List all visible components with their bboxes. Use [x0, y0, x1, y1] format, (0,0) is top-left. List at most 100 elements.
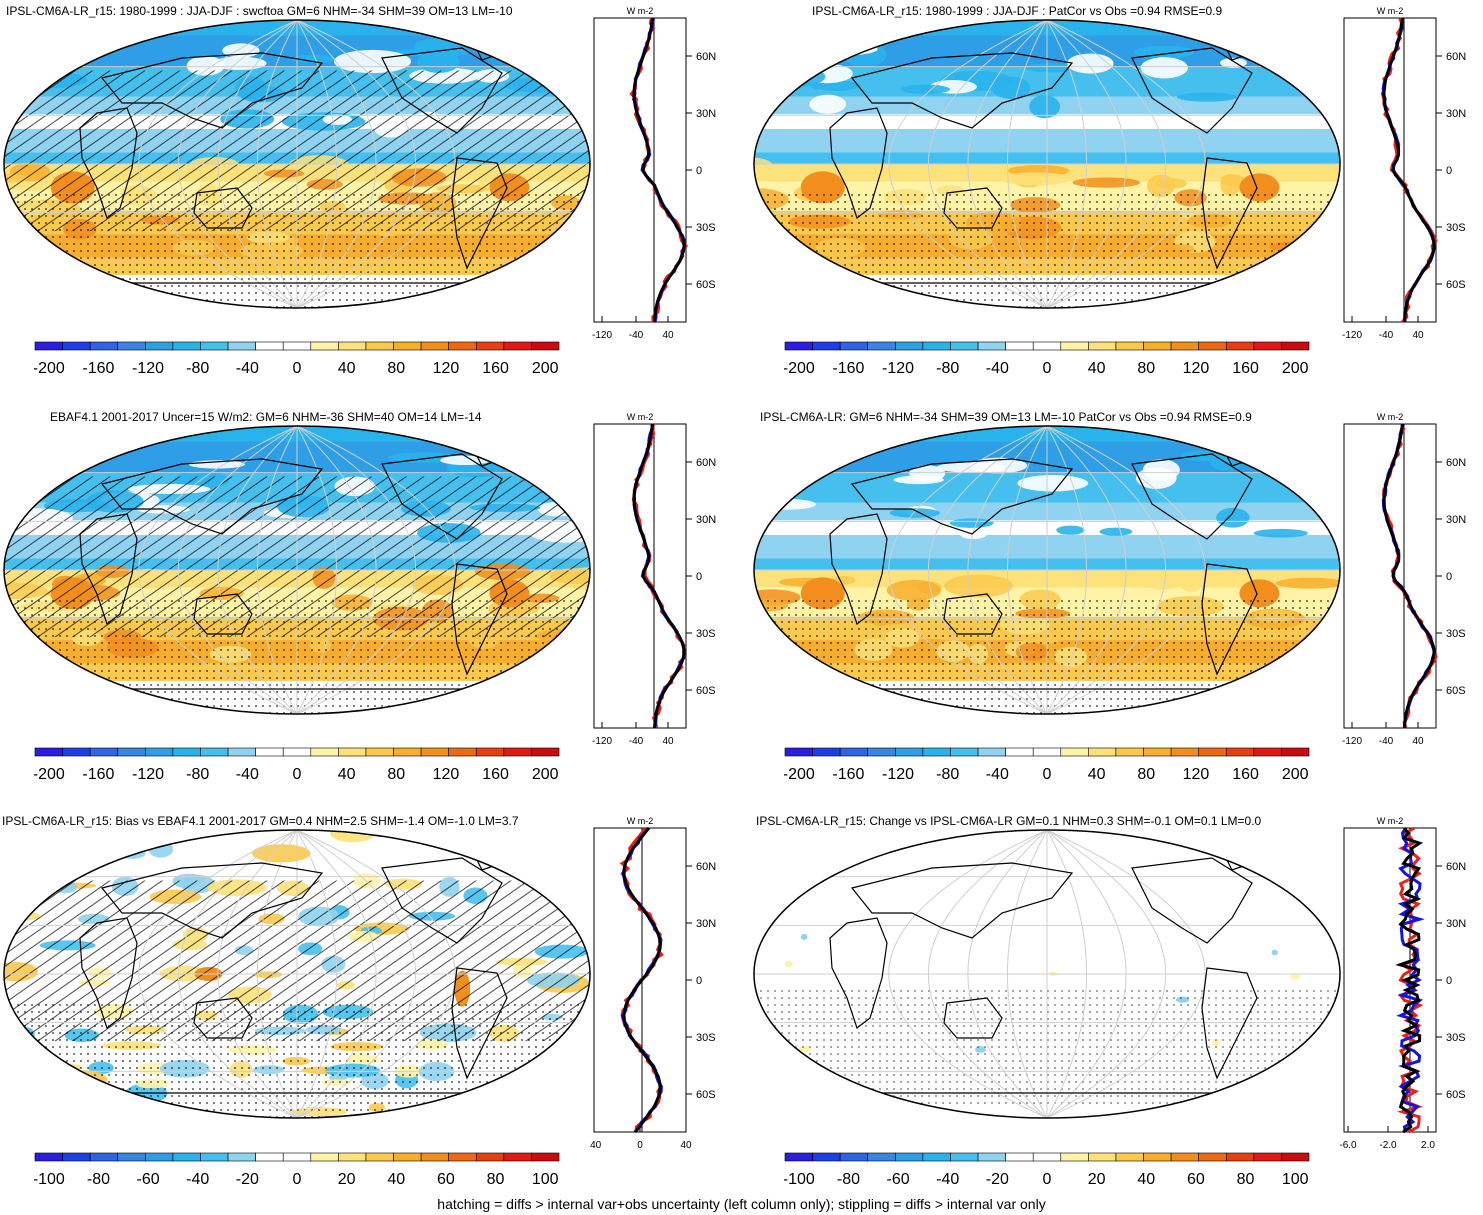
profile-p5: W m-2 60N 30N 0 30S 60S -40 0 40 — [587, 814, 740, 1171]
profile-unit: W m-2 — [1377, 816, 1404, 826]
profile-x-tick: -40 — [1379, 330, 1394, 341]
profile-unit: W m-2 — [1377, 6, 1404, 16]
lat-label: 30S — [1446, 222, 1466, 234]
lat-label: 0 — [696, 975, 702, 987]
lat-label: 30S — [696, 222, 716, 234]
lat-label: 0 — [1446, 165, 1452, 177]
lat-label: 60N — [696, 51, 716, 63]
colorbar-label: 120 — [433, 360, 460, 377]
panel-title: IPSL-CM6A-LR_r15: 1980-1999 : JJA-DJF : … — [812, 4, 1223, 18]
colorbar-label: -80 — [936, 360, 959, 377]
lat-label: 30N — [1446, 918, 1466, 930]
map-svg — [3, 829, 591, 1119]
colorbar-p5: -100 -80 -60 -40 -20 0 20 40 60 80 100 — [33, 1152, 560, 1197]
colorbar-label: -20 — [986, 1171, 1009, 1188]
colorbar-label: -120 — [132, 360, 164, 377]
colorbar-label: -160 — [82, 766, 114, 783]
profile-unit: W m-2 — [1377, 412, 1404, 422]
lat-label: 60S — [696, 1089, 716, 1101]
colorbar-label: 40 — [338, 360, 356, 377]
panel-title: EBAF4.1 2001-2017 Uncer=15 W/m2: GM=6 NH… — [50, 410, 482, 424]
colorbar-label: -40 — [186, 1171, 209, 1188]
colorbar-label: 20 — [338, 1171, 356, 1188]
colorbar-label: 40 — [387, 1171, 405, 1188]
lat-label: 0 — [696, 571, 702, 583]
colorbar-label: -60 — [887, 1171, 910, 1188]
profile-x-tick: 40 — [1412, 330, 1424, 341]
profile-x-tick: 40 — [662, 736, 674, 747]
profile-x-tick: -2.0 — [1379, 1140, 1397, 1151]
colorbar-label: 0 — [293, 360, 302, 377]
profile-x-tick: -120 — [1342, 330, 1362, 341]
panel-title: IPSL-CM6A-LR_r15: Change vs IPSL-CM6A-LR… — [756, 814, 1262, 828]
colorbar-p6: -100 -80 -60 -40 -20 0 20 40 60 80 100 — [783, 1152, 1310, 1197]
lat-label: 30S — [1446, 628, 1466, 640]
map-p5 — [2, 828, 592, 1125]
colorbar-label: -80 — [186, 360, 209, 377]
colorbar-label: 20 — [1088, 1171, 1106, 1188]
colorbar-label: 160 — [1232, 766, 1259, 783]
colorbar-label: 80 — [387, 766, 405, 783]
colorbar-label: -200 — [34, 766, 65, 783]
lat-label: 30N — [696, 918, 716, 930]
footer-note: hatching = diffs > internal var+obs unce… — [437, 1196, 1046, 1212]
profile-x-tick: 40 — [1412, 736, 1424, 747]
lat-label: 0 — [1446, 571, 1452, 583]
colorbar-label: -160 — [832, 766, 864, 783]
profile-x-tick: -40 — [629, 330, 644, 341]
colorbar-label: -100 — [34, 1171, 65, 1188]
colorbar-label: 120 — [433, 766, 460, 783]
map-svg — [3, 425, 591, 715]
lat-label: 30N — [696, 108, 716, 120]
lat-label: 60N — [1446, 51, 1466, 63]
lat-label: 30N — [1446, 514, 1466, 526]
colorbar-label: 80 — [387, 360, 405, 377]
map-p2 — [752, 18, 1342, 315]
profile-x-tick: -40 — [1379, 736, 1394, 747]
colorbar-p2: -200 -160 -120 -80 -40 0 40 80 120 160 200 — [783, 341, 1310, 386]
lat-label: 30N — [1446, 108, 1466, 120]
colorbar-label: 200 — [532, 360, 559, 377]
colorbar-label: 0 — [1043, 360, 1052, 377]
colorbar-label: -60 — [137, 1171, 160, 1188]
colorbar-label: 0 — [1043, 1171, 1052, 1188]
colorbar-label: 0 — [293, 766, 302, 783]
profile-unit: W m-2 — [627, 816, 654, 826]
colorbar-label: -200 — [784, 360, 815, 377]
colorbar-label: -40 — [236, 766, 259, 783]
panel-title: IPSL-CM6A-LR: GM=6 NHM=-34 SHM=39 OM=13 … — [760, 410, 1252, 424]
lat-label: 60N — [1446, 457, 1466, 469]
map-p1 — [2, 18, 592, 315]
profile-x-tick: 0 — [637, 1140, 643, 1151]
colorbar-label: 60 — [1187, 1171, 1205, 1188]
colorbar-label: 40 — [1137, 1171, 1155, 1188]
colorbar-label: -80 — [936, 766, 959, 783]
colorbar-label: 0 — [1043, 766, 1052, 783]
profile-x-tick: 40 — [662, 330, 674, 341]
panel-title: IPSL-CM6A-LR_r15: Bias vs EBAF4.1 2001-2… — [2, 814, 519, 828]
map-p6 — [752, 828, 1342, 1125]
colorbar-label: 100 — [532, 1171, 559, 1188]
colorbar-label: -20 — [236, 1171, 259, 1188]
panel-title: IPSL-CM6A-LR_r15: 1980-1999 : JJA-DJF : … — [6, 4, 513, 18]
colorbar-label: -160 — [832, 360, 864, 377]
colorbar-label: 100 — [1282, 1171, 1309, 1188]
map-svg — [753, 19, 1341, 309]
profile-x-tick: -120 — [1342, 736, 1362, 747]
colorbar-p3: -200 -160 -120 -80 -40 0 40 80 120 160 200 — [33, 747, 560, 792]
lat-label: 0 — [696, 165, 702, 177]
profile-x-tick: -6.0 — [1340, 1140, 1357, 1151]
lat-label: 30S — [1446, 1032, 1466, 1044]
colorbar-label: -40 — [986, 360, 1009, 377]
profile-x-tick: 40 — [680, 1140, 692, 1151]
lat-label: 60S — [696, 279, 716, 291]
colorbar-label: 0 — [293, 1171, 302, 1188]
lat-label: 0 — [1446, 975, 1452, 987]
colorbar-label: 40 — [1088, 360, 1106, 377]
map-p3 — [2, 424, 592, 721]
colorbar-label: -200 — [784, 766, 815, 783]
colorbar-label: -80 — [186, 766, 209, 783]
colorbar-label: -120 — [132, 766, 164, 783]
profile-unit: W m-2 — [627, 412, 654, 422]
colorbar-label: 40 — [1088, 766, 1106, 783]
